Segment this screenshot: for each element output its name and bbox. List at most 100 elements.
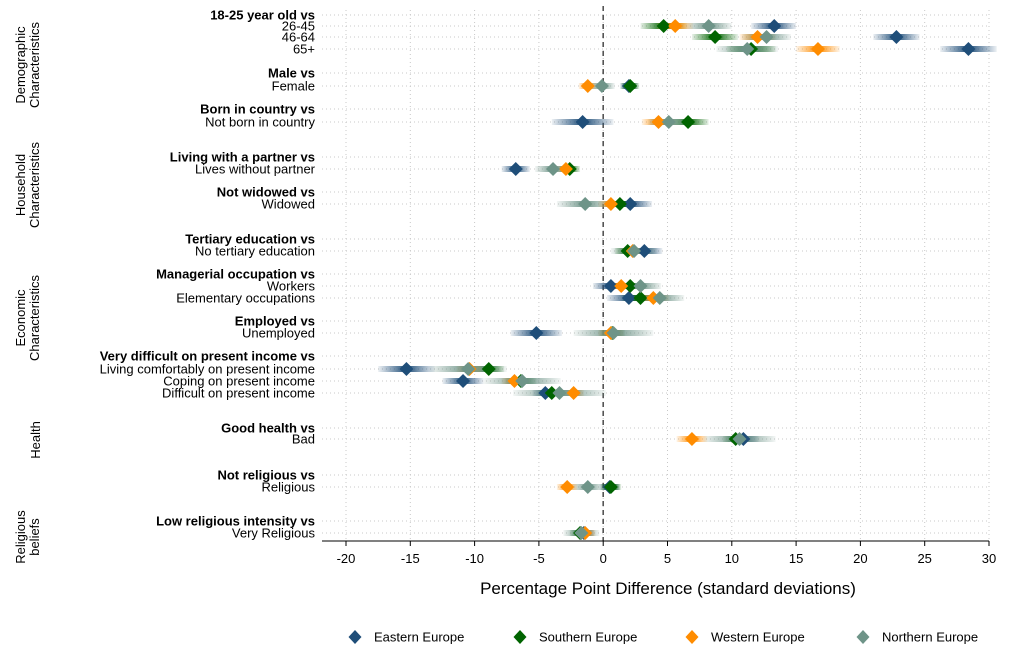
point-diamond xyxy=(574,526,589,540)
point-diamond xyxy=(456,374,471,388)
point-diamond xyxy=(621,291,636,305)
point-diamond xyxy=(575,115,590,129)
point-diamond xyxy=(708,30,723,44)
comparison-heading: Male vs xyxy=(268,66,315,81)
point-diamond xyxy=(701,19,716,33)
point-diamond xyxy=(652,291,667,305)
point-diamond xyxy=(580,79,595,93)
comparison-heading: Not religious vs xyxy=(217,468,315,483)
comparison-heading: Born in country vs xyxy=(200,102,315,117)
row-label: Workers xyxy=(267,279,316,294)
point-diamond xyxy=(546,162,561,176)
x-tick-label: 5 xyxy=(664,551,671,566)
row-label: Difficult on present income xyxy=(162,386,315,401)
legend-swatch xyxy=(348,630,362,644)
point-diamond xyxy=(889,30,904,44)
point-diamond xyxy=(544,386,559,400)
group-label: EconomicCharacteristics xyxy=(13,275,42,361)
point-diamond xyxy=(560,480,575,494)
x-tick-label: 0 xyxy=(600,551,607,566)
point-diamond xyxy=(612,197,627,211)
comparison-heading: Employed vs xyxy=(235,314,315,329)
x-tick-label: -15 xyxy=(401,551,420,566)
row-label: Female xyxy=(272,79,315,94)
row-label: Unemployed xyxy=(242,326,315,341)
point-diamond xyxy=(603,279,618,293)
point-diamond xyxy=(759,30,774,44)
legend-swatch xyxy=(513,630,527,644)
point-diamond xyxy=(961,42,976,56)
x-tick-label: -10 xyxy=(465,551,484,566)
comparison-heading: Very difficult on present income vs xyxy=(100,349,315,364)
row-label: Bad xyxy=(292,432,315,447)
point-diamond xyxy=(594,79,609,93)
point-diamond xyxy=(623,197,638,211)
point-diamond xyxy=(810,42,825,56)
point-diamond xyxy=(750,30,765,44)
legend-label: Eastern Europe xyxy=(374,630,464,645)
legend-swatch xyxy=(856,630,870,644)
point-diamond xyxy=(603,197,618,211)
comparison-heading: Low religious intensity vs xyxy=(156,514,315,529)
point-diamond xyxy=(637,244,652,258)
x-tick-label: 30 xyxy=(982,551,996,566)
point-diamond xyxy=(767,19,782,33)
point-diamond xyxy=(606,326,621,340)
group-label: Health xyxy=(28,421,43,459)
point-estimates xyxy=(399,19,976,540)
point-diamond xyxy=(623,79,638,93)
point-diamond xyxy=(633,291,648,305)
legend-label: Northern Europe xyxy=(882,630,978,645)
row-label: Living comfortably on present income xyxy=(100,362,315,377)
group-label: Religiousbeliefs xyxy=(13,510,42,564)
point-diamond xyxy=(558,162,573,176)
row-label: 26-45 xyxy=(282,19,315,34)
point-diamond xyxy=(684,432,699,446)
point-diamond xyxy=(508,162,523,176)
row-label: Elementary occupations xyxy=(176,291,315,306)
x-tick-label: 15 xyxy=(789,551,803,566)
x-tick-label: 25 xyxy=(917,551,931,566)
point-diamond xyxy=(633,279,648,293)
point-diamond xyxy=(614,279,629,293)
comparison-heading: Tertiary education vs xyxy=(185,232,315,247)
group-label: HouseholdCharacteristics xyxy=(13,142,42,228)
row-label: 65+ xyxy=(293,42,315,57)
legend: Eastern Europe Southern Europe Western Eur… xyxy=(348,630,978,645)
legend-swatch xyxy=(685,630,699,644)
x-tick-label: 20 xyxy=(853,551,867,566)
row-label: No tertiary education xyxy=(195,244,315,259)
point-diamond xyxy=(399,362,414,376)
comparison-heading: Living with a partner vs xyxy=(170,150,315,165)
point-diamond xyxy=(668,19,683,33)
group-labels: DemographicCharacteristics HouseholdChara… xyxy=(13,22,43,564)
x-axis: -20 -15 -10 -5 0 5 10 15 20 25 30 xyxy=(322,540,996,566)
row-label: Coping on present income xyxy=(163,374,315,389)
point-diamond xyxy=(507,374,522,388)
x-tick-label: -20 xyxy=(337,551,356,566)
group-label: DemographicCharacteristics xyxy=(13,22,42,108)
row-label: Lives without partner xyxy=(195,162,316,177)
point-diamond xyxy=(656,19,671,33)
point-diamond xyxy=(732,432,747,446)
comparison-heading: 18-25 year old vs xyxy=(210,8,315,23)
comparison-heading: Managerial occupation vs xyxy=(156,267,315,282)
point-diamond xyxy=(515,374,530,388)
point-diamond xyxy=(580,480,595,494)
legend-label: Western Europe xyxy=(711,630,805,645)
row-label: 46-64 xyxy=(282,30,315,45)
point-diamond xyxy=(566,386,581,400)
legend-label: Southern Europe xyxy=(539,630,637,645)
point-diamond xyxy=(461,362,476,376)
point-diamond xyxy=(740,42,755,56)
x-tick-label: 10 xyxy=(725,551,739,566)
point-diamond xyxy=(552,386,567,400)
x-tick-label: -5 xyxy=(533,551,545,566)
comparison-heading: Good health vs xyxy=(221,421,315,436)
row-label: Very Religious xyxy=(232,526,316,541)
point-diamond xyxy=(651,115,666,129)
point-diamond xyxy=(681,115,696,129)
row-label: Widowed xyxy=(262,197,315,212)
